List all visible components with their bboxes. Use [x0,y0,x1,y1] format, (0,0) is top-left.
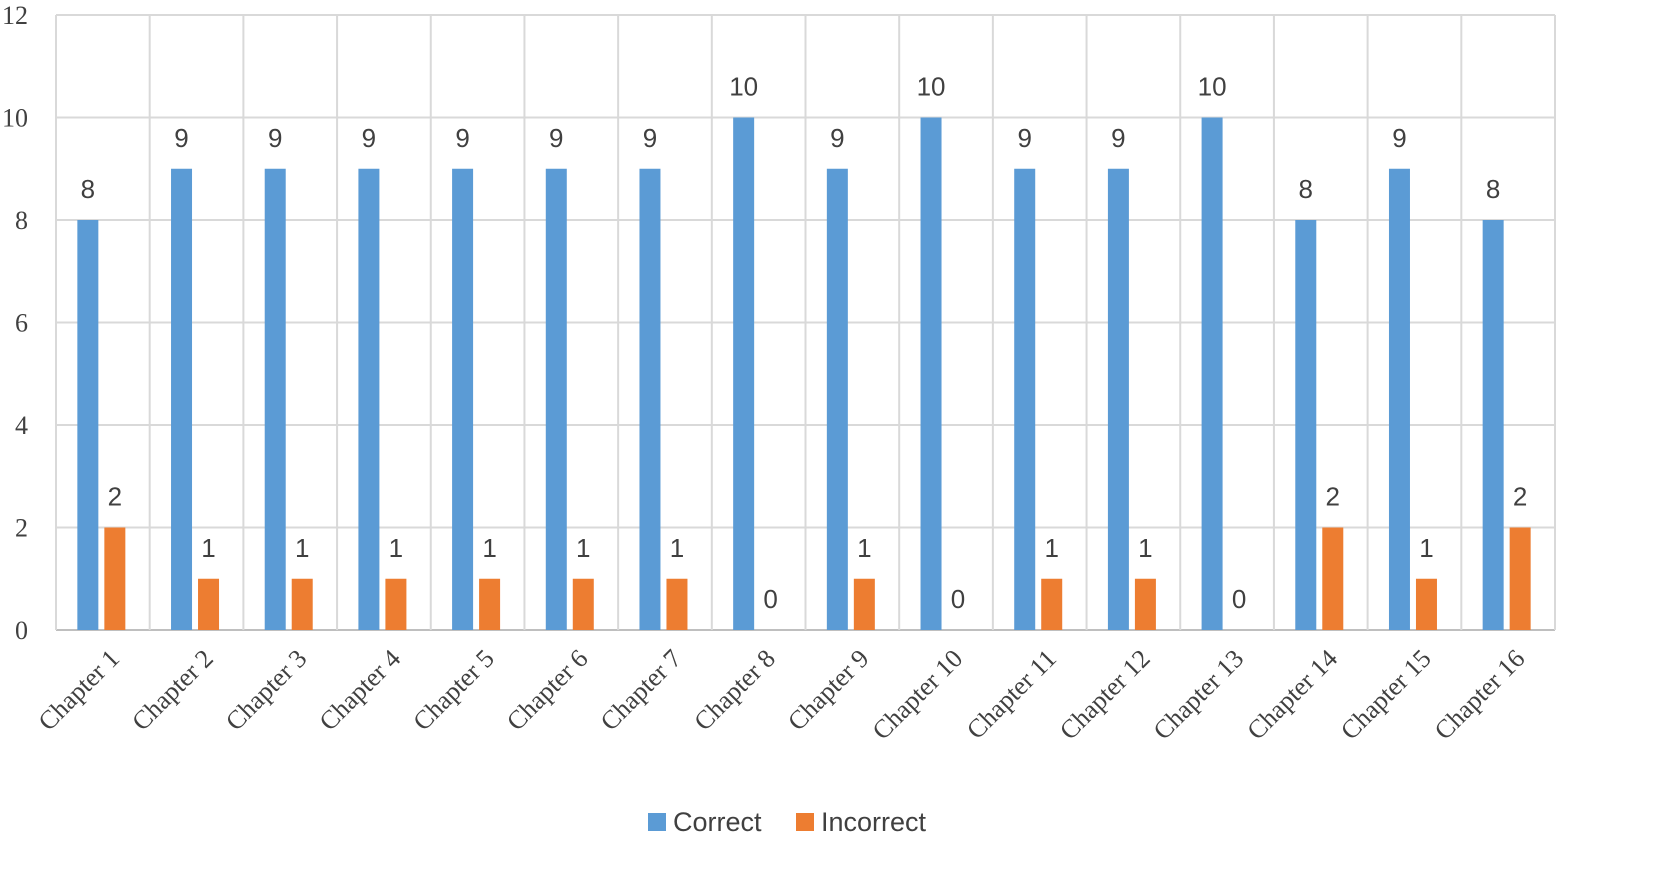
correct-data-label: 9 [1392,123,1406,153]
x-tick-label: Chapter 4 [314,644,406,736]
correct-bar [639,168,661,630]
correct-legend-swatch [648,813,666,831]
correct-data-label: 9 [268,123,282,153]
incorrect-bar [198,578,220,630]
x-tick-label: Chapter 12 [1054,644,1156,746]
x-tick-label: Chapter 6 [501,644,593,736]
x-tick-label: Chapter 7 [595,644,687,736]
bars [77,117,1531,630]
correct-bar [77,220,99,630]
correct-data-label: 10 [1198,72,1227,102]
correct-data-label: 9 [643,123,657,153]
incorrect-data-label: 1 [1419,533,1433,563]
incorrect-data-label: 1 [670,533,684,563]
grid [55,14,1556,631]
incorrect-bar [1509,527,1531,630]
correct-bar [171,168,193,630]
correct-data-label: 8 [1486,174,1500,204]
data-labels: 8 2 9 1 9 1 9 1 9 1 9 1 9 1 10 0 9 1 10 0 9 1 9 1 10 0 8 2 9 1 8 2 [81,72,1528,615]
x-axis-labels: Chapter 1 Chapter 2 Chapter 3 Chapter 4 Chap… [33,644,1531,746]
incorrect-data-label: 0 [1232,584,1246,614]
legend: Correct Incorrect [648,807,927,837]
correct-data-label: 9 [362,123,376,153]
incorrect-legend-label: Incorrect [821,807,927,837]
incorrect-data-label: 1 [201,533,215,563]
incorrect-data-label: 1 [576,533,590,563]
correct-bar [826,168,848,630]
y-tick-label: 12 [2,1,28,30]
correct-bar [1388,168,1410,630]
correct-data-label: 9 [455,123,469,153]
y-tick-label: 4 [15,411,28,440]
correct-data-label: 9 [830,123,844,153]
incorrect-bar [1322,527,1344,630]
correct-bar [1107,168,1129,630]
x-tick-label: Chapter 1 [33,644,125,736]
correct-legend-label: Correct [673,807,762,837]
x-tick-label: Chapter 2 [126,644,218,736]
incorrect-bar [385,578,407,630]
correct-data-label: 10 [917,72,946,102]
incorrect-bar [666,578,688,630]
correct-bar [264,168,286,630]
incorrect-bar [572,578,594,630]
correct-bar [545,168,567,630]
incorrect-bar [1041,578,1063,630]
correct-bar [1201,117,1223,630]
incorrect-bar [104,527,126,630]
incorrect-data-label: 0 [763,584,777,614]
x-tick-label: Chapter 15 [1335,644,1437,746]
correct-data-label: 9 [1111,123,1125,153]
correct-data-label: 8 [1299,174,1313,204]
y-tick-label: 0 [15,616,28,645]
x-tick-label: Chapter 16 [1429,644,1531,746]
y-tick-label: 6 [15,309,28,338]
correct-data-label: 10 [729,72,758,102]
x-tick-label: Chapter 13 [1148,644,1250,746]
incorrect-data-label: 2 [108,482,122,512]
y-axis-ticks: 0 2 4 6 8 10 12 [2,1,28,645]
y-tick-label: 2 [15,514,28,543]
correct-bar [1014,168,1036,630]
incorrect-data-label: 1 [857,533,871,563]
incorrect-data-label: 1 [1044,533,1058,563]
x-tick-label: Chapter 5 [407,644,499,736]
correct-data-label: 9 [1017,123,1031,153]
x-tick-label: Chapter 9 [782,644,874,736]
correct-bar [452,168,474,630]
y-tick-label: 8 [15,206,28,235]
incorrect-legend-swatch [796,813,814,831]
correct-bar [358,168,380,630]
correct-data-label: 9 [174,123,188,153]
incorrect-data-label: 1 [1138,533,1152,563]
incorrect-bar [853,578,875,630]
incorrect-data-label: 0 [951,584,965,614]
correct-bar [1482,220,1504,630]
incorrect-data-label: 1 [389,533,403,563]
incorrect-data-label: 2 [1326,482,1340,512]
incorrect-data-label: 1 [482,533,496,563]
correct-bar [1295,220,1317,630]
correct-data-label: 8 [81,174,95,204]
correct-bar [920,117,942,630]
x-tick-label: Chapter 10 [867,644,969,746]
x-tick-label: Chapter 14 [1241,644,1343,746]
x-tick-label: Chapter 8 [688,644,780,736]
x-tick-label: Chapter 3 [220,644,312,736]
incorrect-bar [1415,578,1437,630]
correct-bar [733,117,755,630]
incorrect-data-label: 1 [295,533,309,563]
incorrect-bar [1134,578,1156,630]
x-tick-label: Chapter 11 [961,644,1062,745]
incorrect-bar [291,578,313,630]
y-tick-label: 10 [2,104,28,133]
correct-data-label: 9 [549,123,563,153]
incorrect-data-label: 2 [1513,482,1527,512]
incorrect-bar [479,578,501,630]
